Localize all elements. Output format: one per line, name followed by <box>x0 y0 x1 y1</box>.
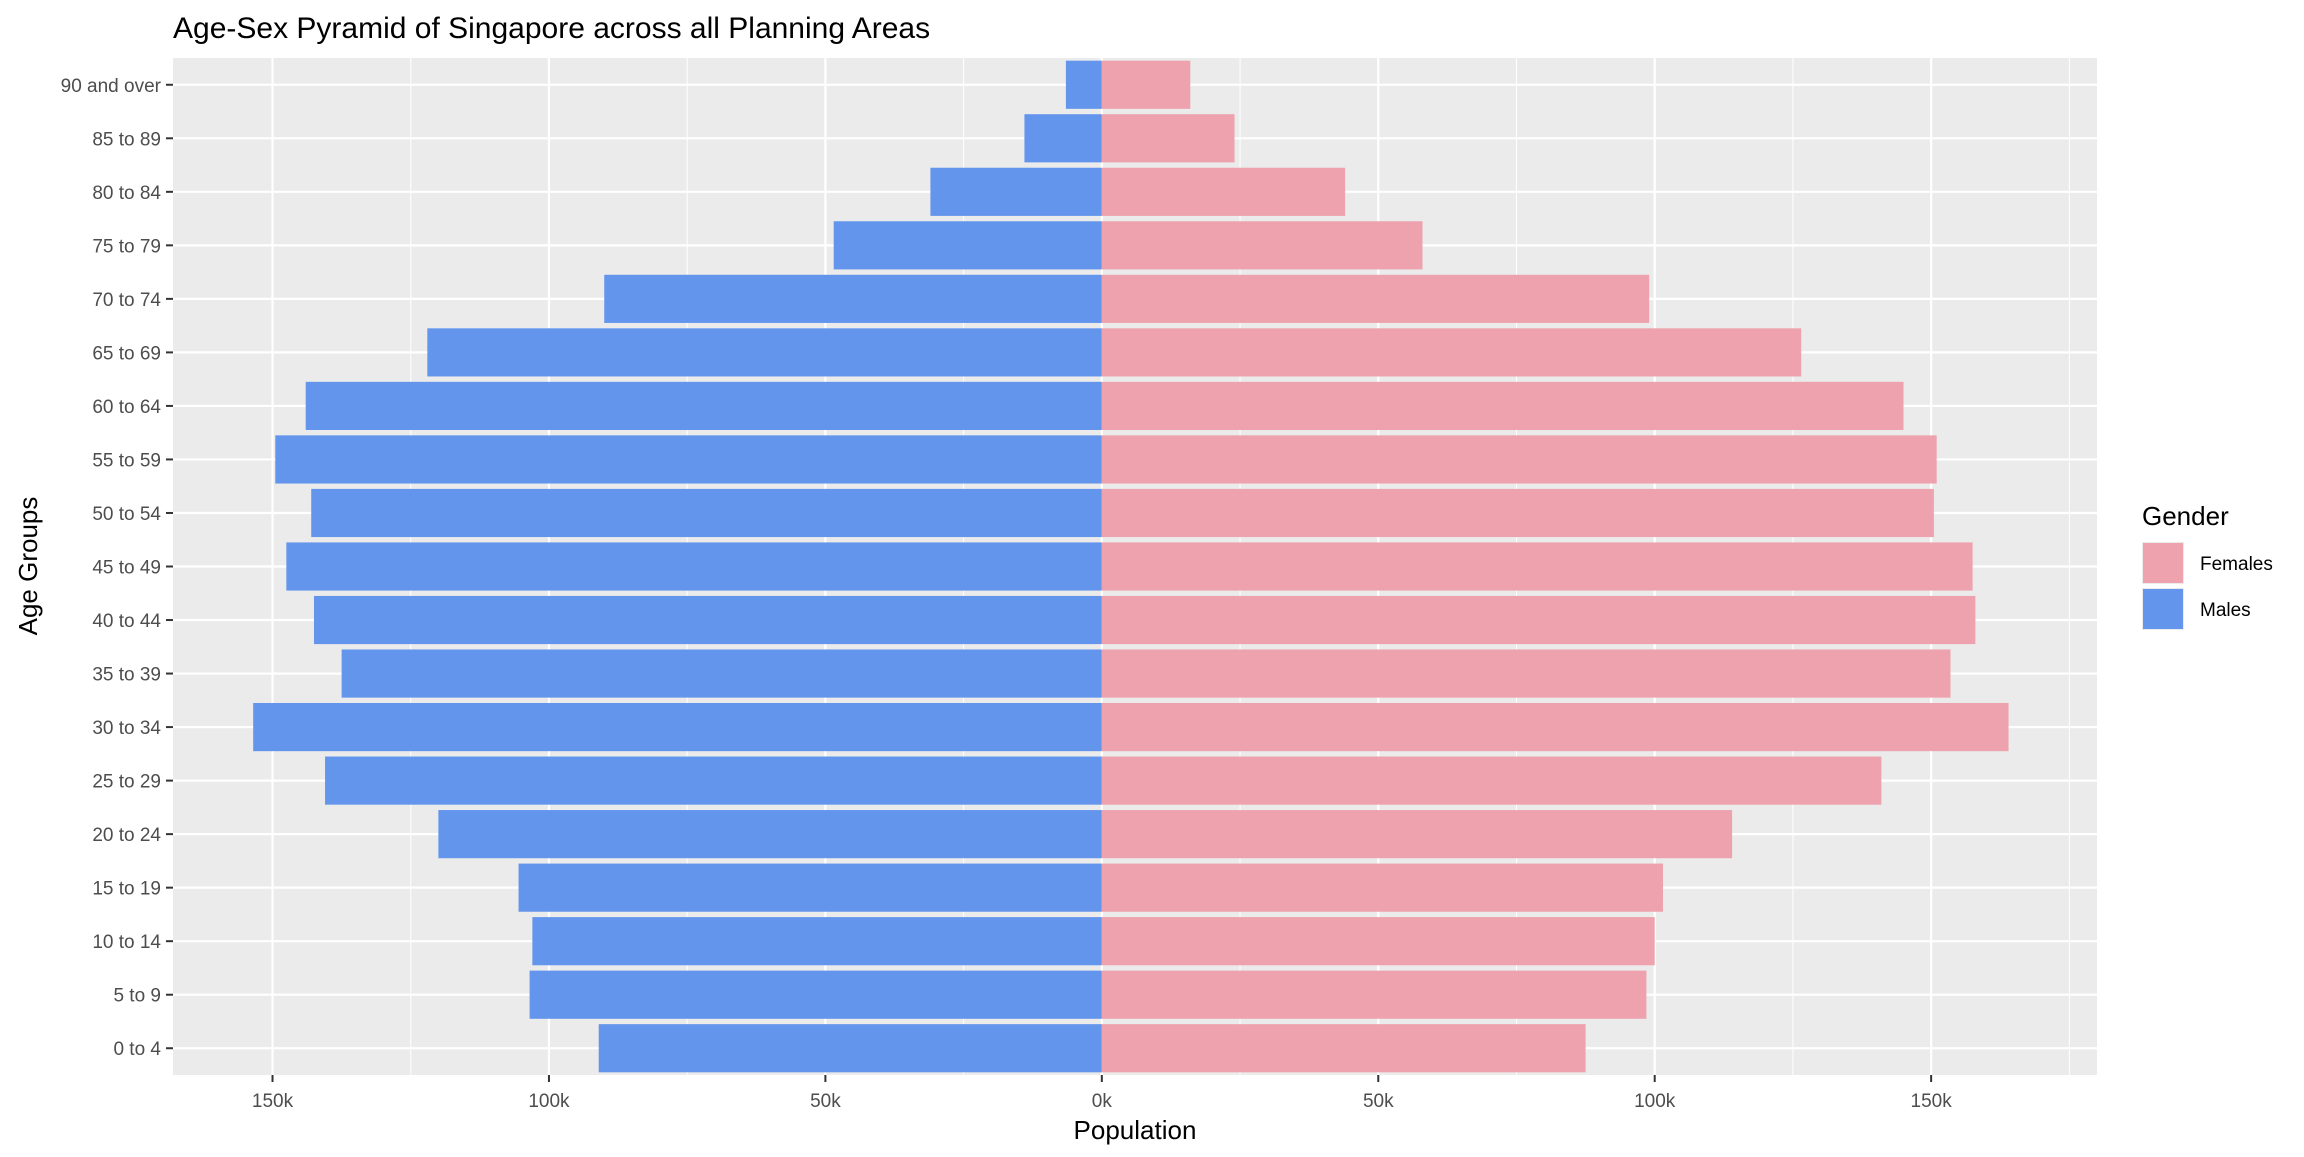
bar-males <box>325 756 1102 805</box>
y-tick-label: 90 and over <box>61 76 162 97</box>
legend-label-males: Males <box>2200 600 2251 621</box>
bar-females <box>1101 328 1802 377</box>
y-tick-label: 70 to 74 <box>92 290 161 311</box>
bar-females <box>1101 221 1423 270</box>
legend-swatch-males <box>2143 589 2183 629</box>
x-axis-ticks: 150k 100k 50k 0k 50k 100k 150k <box>252 1075 1952 1112</box>
legend-swatch-females <box>2143 543 2183 583</box>
bar-females <box>1101 60 1191 109</box>
bar-males <box>529 970 1102 1019</box>
bar-males <box>604 274 1102 323</box>
x-tick-label: 100k <box>528 1091 570 1112</box>
chart-title: Age-Sex Pyramid of Singapore across all … <box>173 12 930 45</box>
y-tick-label: 65 to 69 <box>92 343 161 364</box>
y-tick-label: 25 to 29 <box>92 772 161 793</box>
bar-males <box>1024 114 1102 163</box>
bar-males <box>532 917 1102 966</box>
bar-females <box>1101 114 1235 163</box>
legend-label-females: Females <box>2200 554 2273 575</box>
y-tick-label: 50 to 54 <box>92 504 161 525</box>
bar-males <box>518 863 1102 912</box>
y-tick-label: 5 to 9 <box>113 986 161 1007</box>
x-tick-label: 150k <box>1911 1091 1953 1112</box>
y-tick-label: 0 to 4 <box>113 1039 161 1060</box>
bar-females <box>1101 756 1882 805</box>
bars <box>253 60 2009 1073</box>
y-tick-label: 80 to 84 <box>92 183 161 204</box>
legend-title: Gender <box>2142 501 2229 531</box>
bar-females <box>1101 381 1904 431</box>
y-tick-label: 20 to 24 <box>92 825 161 846</box>
bar-females <box>1101 863 1663 912</box>
bar-males <box>275 435 1102 484</box>
x-axis-label: Population <box>1074 1115 1197 1145</box>
y-axis-ticks: 0 to 4 5 to 9 10 to 14 15 to 19 20 to 24 25 t… <box>61 76 173 1060</box>
bar-males <box>286 542 1102 591</box>
legend: Gender Females Males <box>2142 501 2273 630</box>
y-tick-label: 45 to 49 <box>92 558 161 579</box>
bar-males <box>313 595 1102 645</box>
bar-females <box>1101 542 1973 591</box>
y-tick-label: 30 to 34 <box>92 718 161 739</box>
bar-males <box>1065 60 1102 109</box>
bar-males <box>598 1024 1102 1073</box>
bar-males <box>305 381 1102 431</box>
y-tick-label: 35 to 39 <box>92 665 161 686</box>
x-tick-label: 0k <box>1092 1091 1113 1112</box>
bar-females <box>1101 274 1650 323</box>
bar-females <box>1101 917 1655 966</box>
bar-females <box>1101 649 1951 698</box>
bar-females <box>1101 970 1647 1019</box>
y-tick-label: 85 to 89 <box>92 129 161 150</box>
bar-females <box>1101 810 1733 859</box>
bar-males <box>427 328 1102 377</box>
bar-females <box>1101 1024 1586 1073</box>
bar-males <box>341 649 1102 698</box>
y-tick-label: 15 to 19 <box>92 879 161 900</box>
bar-males <box>311 488 1102 538</box>
bar-females <box>1101 702 2009 752</box>
x-tick-label: 100k <box>1634 1091 1676 1112</box>
y-tick-label: 75 to 79 <box>92 236 161 257</box>
y-tick-label: 10 to 14 <box>92 932 161 953</box>
y-axis-label: Age Groups <box>13 497 43 636</box>
y-tick-label: 60 to 64 <box>92 397 161 418</box>
bar-males <box>438 810 1102 859</box>
y-tick-label: 40 to 44 <box>92 611 161 632</box>
bar-males <box>833 221 1102 270</box>
bar-females <box>1101 167 1346 216</box>
bar-females <box>1101 435 1937 484</box>
bar-males <box>253 702 1102 752</box>
bar-females <box>1101 595 1976 645</box>
x-tick-label: 50k <box>1363 1091 1394 1112</box>
bar-females <box>1101 488 1934 538</box>
legend-entries: Females Males <box>2142 542 2273 630</box>
y-tick-label: 55 to 59 <box>92 450 161 471</box>
x-tick-label: 50k <box>810 1091 841 1112</box>
x-tick-label: 150k <box>252 1091 294 1112</box>
bar-males <box>930 167 1102 216</box>
